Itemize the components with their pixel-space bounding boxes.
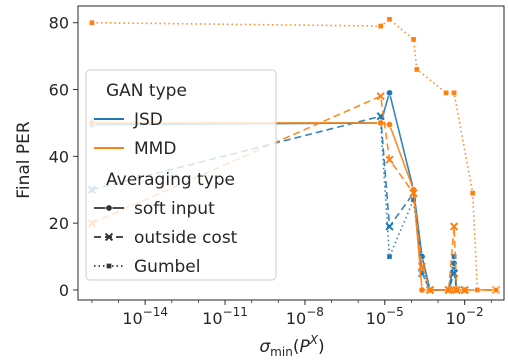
data-point — [89, 19, 95, 26]
y-tick-label: 20 — [49, 214, 69, 233]
data-point — [376, 92, 385, 101]
y-axis-title: Final PER — [14, 121, 34, 199]
legend-entry-soft-input: soft input — [94, 199, 215, 219]
data-point — [377, 119, 385, 127]
legend-entry-gumbel: Gumbel — [94, 257, 200, 277]
legend-entry-outside-cost: outside cost — [94, 228, 238, 248]
x-tick-label: 10−2 — [446, 305, 484, 328]
data-point — [460, 285, 469, 295]
y-tick-label: 40 — [49, 147, 69, 166]
series-mmd-gumbel — [89, 16, 499, 293]
data-point — [451, 253, 457, 260]
data-point — [414, 66, 420, 73]
data-point — [451, 90, 457, 96]
data-point — [443, 90, 449, 96]
legend-label: MMD — [134, 139, 176, 159]
y-tick-label: 0 — [59, 281, 69, 300]
data-point — [386, 253, 393, 260]
data-point — [425, 285, 435, 295]
x-axis-ticks: 10−14 10−11 10−8 10−5 10−2 — [91, 300, 492, 328]
data-point — [410, 36, 417, 43]
data-point — [493, 287, 499, 293]
legend-label: Gumbel — [134, 257, 200, 277]
data-point — [385, 121, 393, 129]
legend-label: outside cost — [134, 228, 238, 248]
data-point — [377, 23, 384, 29]
legend-label: JSD — [133, 110, 163, 130]
axes-layer — [77, 5, 505, 301]
series-line-jsd-outside-cost — [91, 115, 465, 291]
data-point — [385, 222, 394, 231]
data-point — [386, 16, 393, 23]
series-layer — [87, 16, 501, 295]
x-tick-label: 10−5 — [366, 305, 404, 328]
x-tick-label: 10−8 — [286, 305, 324, 328]
data-point — [449, 222, 459, 231]
x-tick-label: 10−14 — [122, 305, 168, 328]
legend-entry-mmd: MMD — [94, 139, 176, 159]
x-tick-label: 10−11 — [202, 305, 248, 328]
data-point — [409, 188, 418, 198]
legend: GAN type JSD MMD Averaging type soft input ou… — [85, 69, 277, 281]
data-point — [385, 155, 394, 164]
y-tick-label: 60 — [49, 81, 69, 100]
data-point — [452, 285, 461, 295]
legend-box — [85, 69, 277, 281]
legend-entry-jsd: JSD — [94, 110, 163, 130]
x-axis-title: σmin(PX) — [259, 333, 324, 359]
data-point — [417, 262, 427, 271]
y-tick-label: 80 — [49, 14, 69, 33]
plot-frame — [77, 5, 505, 301]
legend-marker — [106, 263, 112, 269]
data-point — [474, 287, 481, 293]
legend-section-title: Averaging type — [106, 170, 235, 190]
legend-section-title: GAN type — [106, 81, 187, 101]
y-axis-ticks: 0 20 40 60 80 — [49, 14, 78, 300]
data-point — [418, 286, 426, 294]
legend-label: soft input — [134, 199, 215, 219]
data-point — [444, 285, 453, 295]
legend-marker — [105, 204, 113, 212]
data-point — [469, 190, 476, 196]
data-point — [385, 89, 393, 97]
legend-marker — [104, 232, 114, 242]
